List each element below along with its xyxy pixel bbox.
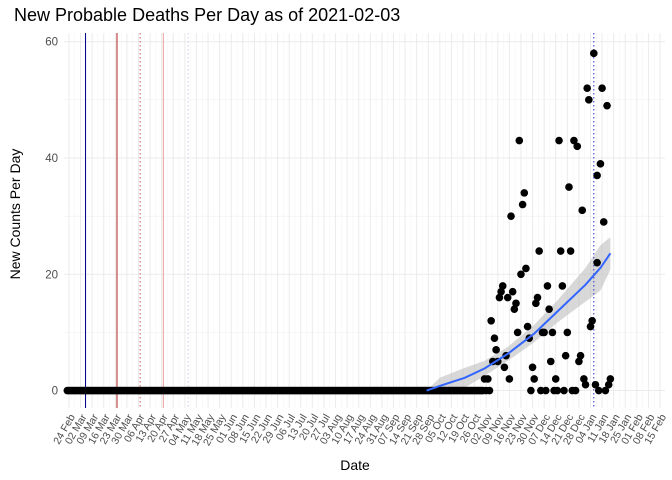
y-axis-title: New Counts Per Day — [7, 149, 23, 280]
confidence-band — [426, 237, 611, 394]
data-point — [575, 357, 583, 366]
data-point — [485, 386, 494, 395]
data-point — [520, 189, 529, 197]
data-point — [601, 386, 610, 395]
data-point — [551, 375, 560, 383]
data-point — [596, 160, 605, 168]
reference-lines — [85, 33, 595, 408]
data-point — [576, 351, 585, 360]
data-point — [497, 287, 505, 296]
smooth-curve — [426, 252, 612, 392]
data-point — [508, 287, 517, 296]
data-point — [585, 96, 593, 104]
data-point — [498, 282, 507, 290]
data-point — [599, 218, 608, 226]
zero-points — [63, 386, 487, 395]
data-point — [505, 375, 514, 383]
data-point — [591, 380, 600, 389]
data-point — [510, 305, 519, 313]
data-point — [532, 299, 540, 308]
data-points — [480, 49, 615, 395]
data-point — [540, 328, 548, 337]
data-point — [512, 299, 520, 308]
data-point — [545, 305, 553, 313]
data-point — [533, 293, 542, 302]
data-point — [583, 84, 591, 93]
data-point — [517, 270, 525, 279]
y-tick-label: 60 — [45, 37, 58, 49]
data-point — [523, 322, 532, 331]
data-point — [598, 84, 606, 93]
data-point — [543, 282, 552, 290]
smooth-line — [426, 252, 612, 392]
data-point — [573, 142, 582, 151]
data-point — [593, 171, 601, 180]
data-point — [513, 328, 522, 337]
data-point — [566, 247, 575, 255]
data-point — [561, 351, 570, 360]
data-point — [586, 322, 595, 331]
data-point — [563, 328, 572, 337]
data-point — [558, 282, 567, 290]
confidence-band-area — [426, 237, 611, 394]
y-tick-label: 20 — [45, 269, 58, 281]
data-point — [593, 258, 601, 267]
data-point — [565, 183, 573, 191]
x-axis-title: Date — [340, 457, 370, 473]
data-point — [603, 101, 611, 110]
y-tick-label: 0 — [52, 386, 58, 398]
data-point — [484, 375, 492, 383]
data-point — [515, 136, 524, 145]
grid — [64, 33, 665, 408]
data-point — [590, 49, 598, 58]
data-point — [528, 363, 537, 372]
data-point — [580, 375, 588, 383]
chart-title: New Probable Deaths Per Day as of 2021-0… — [14, 5, 400, 25]
data-point — [560, 386, 568, 395]
data-point — [507, 212, 515, 220]
data-point — [503, 293, 512, 302]
data-point — [570, 136, 578, 145]
y-axis-ticks: 0 20 40 60 — [45, 37, 58, 398]
data-point — [487, 316, 495, 325]
data-point — [530, 375, 539, 383]
data-point — [541, 386, 550, 395]
data-point — [594, 386, 603, 395]
data-point — [578, 206, 587, 215]
data-point — [535, 247, 543, 255]
data-point — [522, 264, 530, 273]
data-point — [495, 293, 504, 302]
data-point — [588, 316, 596, 325]
data-point — [546, 357, 555, 366]
data-point — [571, 386, 580, 395]
data-point — [606, 375, 615, 383]
data-point — [490, 334, 499, 343]
data-point — [553, 386, 562, 395]
data-point — [492, 346, 500, 354]
data-point — [556, 247, 565, 255]
data-point — [581, 380, 590, 389]
data-point — [604, 380, 613, 389]
data-point — [518, 200, 527, 209]
data-point — [527, 386, 535, 395]
y-tick-label: 40 — [45, 153, 58, 165]
data-point — [500, 363, 509, 372]
data-point — [548, 328, 557, 337]
data-point — [555, 136, 563, 145]
